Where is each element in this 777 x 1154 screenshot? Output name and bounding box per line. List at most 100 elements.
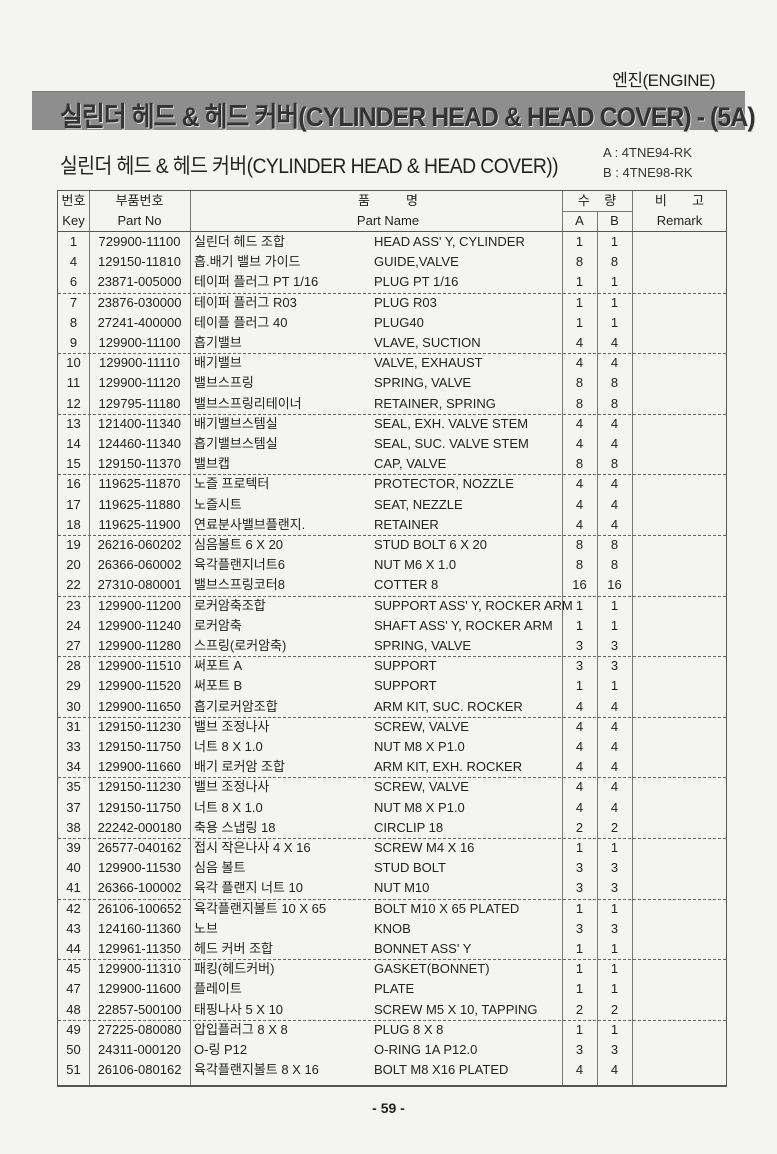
header-remark-en: Remark — [656, 213, 703, 228]
cell-name-en: NUT M10 — [374, 880, 430, 896]
header-qty: 수 량 — [577, 193, 617, 208]
group-divider — [58, 898, 726, 900]
cell-name-kr: 밸브 조정나사 — [194, 718, 270, 734]
cell-key: 20 — [66, 557, 81, 573]
table-row: 30 129900-11650 흡기로커암조합 ARM KIT, SUC. ROCKE… — [58, 697, 726, 717]
table-row: 24 129900-11240 로커암축 SHAFT ASS' Y, ROCKER A… — [58, 616, 726, 636]
cell-qty-a: 3 — [575, 658, 584, 674]
cell-key: 44 — [66, 941, 81, 956]
cell-qty-b: 1 — [610, 678, 619, 694]
cell-qty-b: 4 — [610, 1062, 619, 1078]
cell-qty-a: 4 — [575, 335, 584, 350]
cell-name-kr: 육각플랜지너트6 — [194, 557, 285, 573]
cell-key: 13 — [66, 415, 81, 431]
cell-qty-a: 3 — [575, 638, 584, 653]
cell-key: 10 — [66, 355, 81, 371]
cell-name-en: SEAL, EXH. VALVE STEM — [374, 415, 529, 431]
cell-name-en: BOLT M10 X 65 PLATED — [374, 900, 520, 916]
cell-key: 8 — [69, 314, 78, 330]
cell-name-en: ARM KIT, EXH. ROCKER — [374, 759, 523, 775]
cell-qty-b: 1 — [610, 981, 619, 997]
cell-key: 43 — [66, 920, 81, 936]
cell-qty-a: 1 — [575, 294, 584, 310]
cell-name-en: COTTER 8 — [374, 577, 439, 593]
cell-name-kr: 압입플러그 8 X 8 — [194, 1021, 288, 1037]
cell-qty-a: 8 — [575, 254, 584, 270]
cell-part-no: 27310-080001 — [97, 577, 182, 593]
cell-qty-a: 8 — [575, 395, 584, 411]
cell-name-kr: 밸브스프링리테이너 — [194, 395, 302, 411]
cell-qty-b: 3 — [610, 920, 619, 936]
cell-qty-b: 8 — [610, 395, 619, 411]
table-row: 38 22242-000180 축용 스냅링 18 CIRCLIP 18 2 2 — [58, 818, 726, 838]
cell-key: 45 — [66, 961, 81, 977]
cell-qty-a: 1 — [575, 617, 584, 633]
cell-qty-b: 1 — [610, 314, 619, 330]
cell-qty-b: 4 — [610, 799, 619, 815]
cell-key: 48 — [66, 1001, 81, 1017]
table-row: 7 23876-030000 테이퍼 플러그 R03 PLUG R03 1 1 — [58, 293, 726, 313]
cell-part-no: 129795-11180 — [98, 395, 181, 411]
cell-key: 28 — [66, 658, 81, 674]
cell-name-en: KNOB — [374, 920, 411, 936]
header-name-en: Part Name — [356, 213, 420, 228]
cell-key: 9 — [69, 335, 78, 350]
cell-part-no: 26366-100002 — [97, 880, 182, 896]
cell-name-en: PLUG PT 1/16 — [374, 274, 459, 290]
cell-name-en: NUT M8 X P1.0 — [374, 739, 465, 754]
cell-qty-b: 1 — [610, 234, 619, 249]
cell-qty-a: 4 — [575, 698, 584, 714]
group-divider — [58, 292, 726, 294]
table-row: 22 27310-080001 밸브스프링코터8 COTTER 8 16 16 — [58, 575, 726, 595]
cell-qty-a: 8 — [575, 456, 584, 472]
parts-table: 번호 Key 부품번호 Part No 품 명 Part Name 수 량 A … — [57, 190, 727, 1087]
table-row: 42 26106-100652 육각플랜지볼트 10 X 65 BOLT M10 X … — [58, 899, 726, 919]
cell-name-en: SEAT, NEZZLE — [374, 496, 463, 512]
cell-qty-b: 2 — [610, 1001, 619, 1017]
table-row: 28 129900-11510 써포트 A SUPPORT 3 3 — [58, 656, 726, 676]
cell-name-kr: 흡.배기 밸브 가이드 — [194, 254, 301, 270]
cell-name-kr: 흡기로커암조합 — [194, 698, 278, 714]
cell-name-en: SHAFT ASS' Y, ROCKER ARM — [374, 617, 553, 633]
header-partno-kr: 부품번호 — [115, 193, 164, 208]
cell-qty-a: 4 — [575, 516, 584, 532]
cell-key: 11 — [66, 375, 81, 391]
subtitle: 실린더 헤드 & 헤드 커버(CYLINDER HEAD & HEAD COVE… — [60, 155, 559, 178]
cell-qty-a: 4 — [575, 1062, 584, 1078]
table-row: 39 26577-040162 접시 작은나사 4 X 16 SCREW M4 X 1… — [58, 838, 726, 858]
cell-name-kr: 밸브캡 — [194, 456, 230, 472]
group-divider — [58, 1019, 726, 1021]
table-row: 16 119625-11870 노즐 프로텍터 PROTECTOR, NOZZLE 4 4 — [58, 474, 726, 494]
cell-name-en: BOLT M8 X16 PLATED — [374, 1062, 509, 1078]
cell-qty-a: 2 — [575, 819, 584, 835]
cell-name-en: GUIDE,VALVE — [374, 254, 459, 270]
cell-qty-b: 4 — [610, 436, 619, 451]
cell-key: 7 — [69, 294, 78, 310]
table-row: 11 129900-11120 밸브스프링 SPRING, VALVE 8 8 — [58, 373, 726, 393]
cell-name-kr: 접시 작은나사 4 X 16 — [194, 840, 311, 855]
cell-qty-a: 8 — [575, 557, 584, 573]
section-label: 엔진(ENGINE) — [612, 71, 715, 90]
cell-part-no: 129961-11350 — [98, 941, 181, 956]
cell-name-kr: 써포트 A — [194, 658, 243, 674]
table-row: 1 729900-11100 실린더 헤드 조합 HEAD ASS' Y, CYLIN… — [58, 232, 726, 252]
cell-part-no: 22857-500100 — [97, 1001, 182, 1017]
cell-name-kr: 로커암축 — [194, 617, 242, 633]
table-row: 27 129900-11280 스프링(로커암축) SPRING, VALVE 3 3 — [58, 636, 726, 656]
cell-part-no: 129150-11230 — [98, 718, 181, 734]
group-divider — [58, 838, 726, 839]
cell-qty-b: 8 — [610, 456, 619, 472]
cell-qty-b: 1 — [610, 1021, 619, 1037]
cell-part-no: 119625-11870 — [98, 476, 181, 492]
cell-key: 38 — [66, 819, 81, 835]
header-qty-b: B — [610, 213, 619, 228]
cell-qty-a: 3 — [575, 1042, 584, 1057]
cell-name-en: SCREW, VALVE — [374, 718, 469, 734]
cell-qty-a: 3 — [575, 920, 584, 936]
table-row: 48 22857-500100 태핑나사 5 X 10 SCREW M5 X 10, … — [58, 1000, 726, 1020]
cell-key: 24 — [66, 617, 81, 633]
cell-name-en: SCREW M4 X 16 — [374, 840, 475, 855]
model-legend: A : 4TNE94-RK B : 4TNE98-RK — [603, 143, 693, 183]
cell-name-kr: 배기밸브스템실 — [194, 415, 278, 431]
cell-qty-b: 4 — [610, 496, 619, 512]
